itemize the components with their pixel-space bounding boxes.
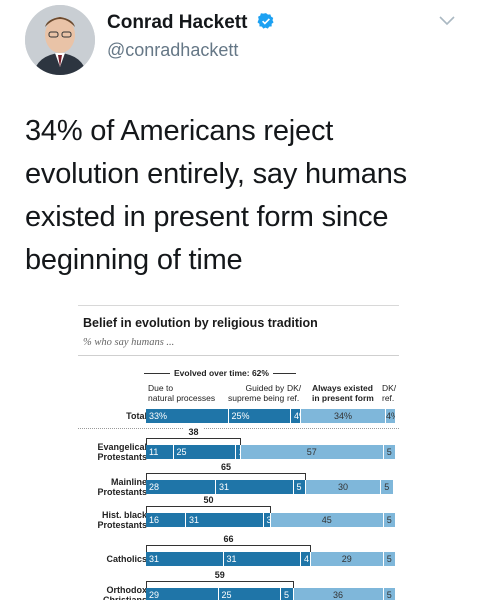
evolved-bracket: [146, 473, 306, 480]
bar-segment: 36: [293, 588, 383, 600]
evolved-total-label: 50: [198, 495, 219, 505]
bar-segment: 4%: [386, 409, 395, 423]
bar-segment: 11: [146, 445, 173, 459]
bar-segment: 5: [381, 480, 393, 494]
evolved-bracket: [146, 581, 294, 588]
col-header-supreme: Guided by supreme being: [228, 383, 285, 403]
evolved-total-label: 59: [209, 570, 230, 580]
verified-badge-icon: [257, 12, 275, 36]
evolved-group-header: Evolved over time: 62%: [170, 368, 273, 378]
evolved-total-label: 65: [216, 462, 236, 472]
row-label: Catholics: [106, 553, 147, 564]
chart-figure[interactable]: Belief in evolution by religious traditi…: [78, 305, 399, 600]
col-header-dk-ref-1: DK/ ref.: [287, 383, 302, 403]
bar-segment: 4: [301, 552, 310, 566]
author-handle[interactable]: @conradhackett: [107, 40, 239, 60]
author-name[interactable]: Conrad Hackett: [107, 12, 275, 36]
avatar[interactable]: [25, 5, 95, 75]
author-name-text[interactable]: Conrad Hackett: [107, 12, 248, 33]
bar-segment: 5: [383, 445, 395, 459]
bar-segment: 30: [306, 480, 380, 494]
row-label: Total: [126, 410, 147, 421]
bar-segment: 2: [236, 445, 240, 459]
bar-segment: 5: [281, 588, 293, 600]
tweet-text: 34% of Americans reject evolution entire…: [25, 115, 407, 276]
total-separator: [78, 428, 399, 429]
bar-segment: 25: [173, 445, 235, 459]
bar-segment: 5: [383, 588, 395, 600]
divider: [78, 355, 399, 356]
bar-segment: 28: [146, 480, 215, 494]
bar-segment: 29: [146, 588, 218, 600]
bar-segment: 33%: [146, 409, 228, 423]
bar-segment: 5: [293, 480, 305, 494]
chevron-down-icon[interactable]: [438, 14, 456, 32]
evolved-bracket: [146, 506, 271, 513]
col-header-natural: Due to natural processes: [148, 383, 216, 403]
bar-segment: 25%: [228, 409, 290, 423]
bar-segment: 31: [216, 480, 293, 494]
evolved-bracket: [146, 438, 241, 445]
row-label: Mainline Protestants: [97, 476, 147, 498]
chart-subtitle: % who say humans ...: [83, 337, 175, 348]
col-header-always: Always existed in present form: [312, 383, 374, 403]
figure-top-border: [78, 305, 399, 306]
bar-segment: 5: [383, 552, 395, 566]
bar-segment: 5: [383, 513, 395, 527]
bar-segment: 16: [146, 513, 185, 527]
chart-title: Belief in evolution by religious traditi…: [83, 316, 318, 330]
bar-segment: 31: [223, 552, 300, 566]
row-label: Orthodox Christians: [102, 584, 147, 600]
bar-segment: 3: [263, 513, 270, 527]
avatar-image: [25, 5, 95, 75]
evolved-total-label: 38: [183, 427, 204, 437]
bar-segment: 31: [186, 513, 263, 527]
evolved-bracket: [146, 545, 311, 552]
bar-segment: 57: [241, 445, 383, 459]
bar-segment: 34%: [301, 409, 385, 423]
bar-segment: 31: [146, 552, 223, 566]
evolved-total-label: 66: [218, 534, 239, 544]
bar-segment: 4%: [291, 409, 300, 423]
row-label: Hist. black Protestants: [97, 509, 147, 531]
bar-segment: 45: [271, 513, 383, 527]
bar-segment: 25: [218, 588, 280, 600]
row-label: Evangelical Protestants: [97, 441, 147, 463]
col-header-dk-ref-2: DK/ ref.: [382, 383, 397, 403]
bar-segment: 29: [311, 552, 383, 566]
